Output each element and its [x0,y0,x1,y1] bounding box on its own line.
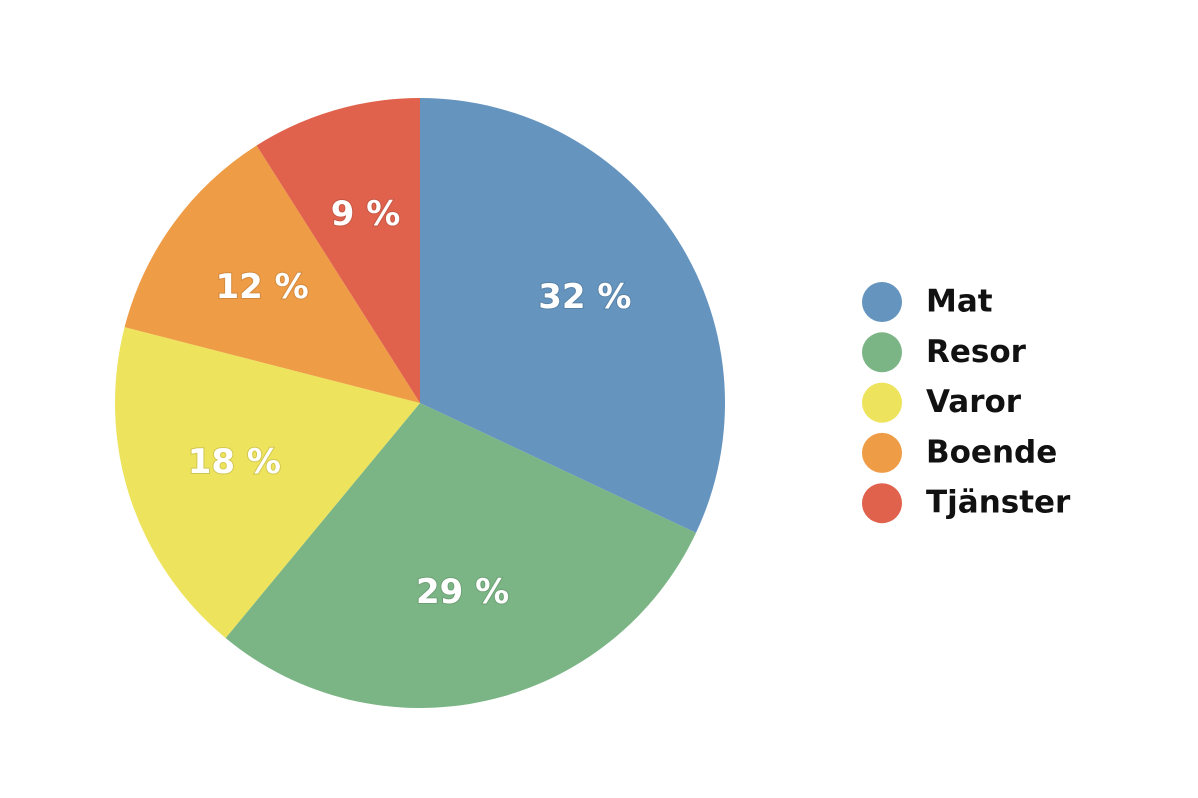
legend-marker [862,282,902,322]
value-label: 29 % [416,572,509,612]
value-label: 12 % [215,267,308,307]
value-label: 9 % [331,194,401,234]
legend-label: Mat [926,284,993,320]
pie-slice [420,98,725,533]
value-label: 32 % [538,277,631,317]
legend-marker [862,382,902,423]
legend-label: Varor [926,384,1022,420]
legend-marker [862,332,902,373]
pie-slice [115,327,421,639]
pie-slice [256,98,420,403]
legend-label: Boende [926,434,1057,470]
legend-marker [862,483,902,524]
legend-label: Tjänster [926,485,1071,521]
legend-marker [862,432,902,473]
value-label: 18 % [188,442,281,482]
pie-slice [124,145,420,403]
pie-slice [225,403,696,708]
legend-label: Resor [926,334,1027,370]
